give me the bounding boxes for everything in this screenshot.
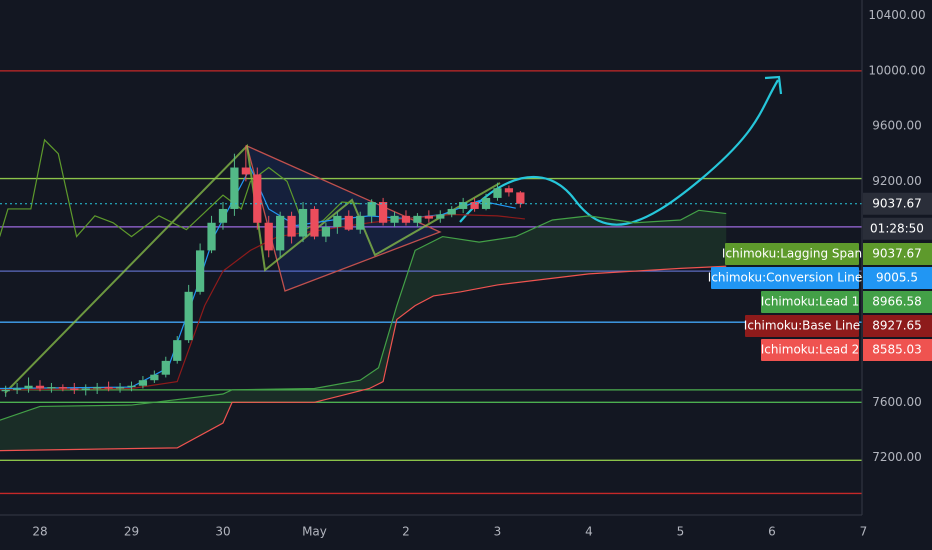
candle-body bbox=[367, 202, 376, 216]
countdown-label: 01:28:50 bbox=[870, 221, 924, 235]
candle-body bbox=[115, 387, 125, 389]
candle-body bbox=[24, 385, 33, 389]
legend-name: Ichimoku:Conversion Line bbox=[708, 271, 862, 285]
candle-body bbox=[447, 208, 456, 215]
x-tick-label: 30 bbox=[215, 525, 230, 539]
candle-body bbox=[356, 215, 365, 230]
candle-body bbox=[504, 188, 514, 193]
candle-body bbox=[390, 215, 399, 223]
ichimoku-line bbox=[0, 209, 727, 421]
x-tick-label: 29 bbox=[124, 525, 139, 539]
candle-body bbox=[47, 387, 56, 389]
legend-value-badge bbox=[863, 291, 932, 313]
candle-body bbox=[264, 222, 273, 251]
candle-body bbox=[253, 174, 262, 223]
candle-body bbox=[184, 291, 193, 341]
x-tick-label: May bbox=[302, 525, 327, 539]
legend-name: Ichimoku:Lead 2 bbox=[761, 343, 860, 357]
legend-name-badge bbox=[725, 243, 859, 265]
zigzag bbox=[4, 143, 501, 394]
candle-body bbox=[127, 385, 136, 388]
candle-body bbox=[93, 387, 102, 389]
candle-body bbox=[493, 188, 502, 198]
countdown-badge bbox=[863, 217, 932, 240]
candle-body bbox=[218, 208, 228, 223]
legend-name: Ichimoku:Base Line bbox=[744, 319, 860, 333]
candle-body bbox=[321, 226, 331, 237]
legend-value-badge bbox=[863, 267, 932, 289]
x-tick-label: 3 bbox=[494, 525, 502, 539]
candle-body bbox=[436, 214, 445, 219]
candle-body bbox=[276, 215, 285, 251]
candle-body bbox=[173, 340, 182, 361]
candle-body bbox=[35, 385, 45, 389]
candle-body bbox=[344, 215, 353, 230]
legend-name: Ichimoku:Lagging Span bbox=[722, 247, 862, 261]
candle-body bbox=[413, 215, 422, 223]
y-tick-label: 7600.00 bbox=[872, 395, 922, 409]
candle-body bbox=[81, 388, 90, 390]
legend-name-badge bbox=[711, 267, 859, 289]
y-tick-label: 7200.00 bbox=[872, 450, 922, 464]
candle-body bbox=[150, 374, 159, 381]
legend-name-badge bbox=[761, 339, 859, 361]
forecast-arrow bbox=[764, 75, 783, 95]
candle-body bbox=[287, 215, 296, 237]
candle-body bbox=[310, 208, 319, 237]
price-badge bbox=[863, 192, 932, 215]
candle-body bbox=[516, 192, 525, 204]
x-tick-label: 28 bbox=[32, 525, 47, 539]
legend-value: 9005.5 bbox=[876, 271, 918, 285]
y-tick-label: 10000.00 bbox=[868, 63, 925, 77]
candle-body bbox=[378, 202, 388, 223]
candle-body bbox=[70, 388, 79, 390]
x-tick-label: 4 bbox=[585, 525, 593, 539]
legend-name-badge bbox=[761, 291, 859, 313]
ichimoku-line bbox=[0, 265, 727, 452]
candle-body bbox=[241, 167, 250, 175]
legend-value-badge bbox=[863, 339, 932, 361]
candle-body bbox=[207, 222, 216, 251]
candle-body bbox=[161, 360, 170, 375]
forecast-curve bbox=[459, 79, 779, 226]
x-tick-label: 7 bbox=[860, 525, 868, 539]
candle-body bbox=[298, 208, 308, 237]
legend-value: 8927.65 bbox=[872, 319, 922, 333]
candle-body bbox=[401, 215, 411, 223]
candle-body bbox=[470, 202, 479, 209]
legend-value: 8966.58 bbox=[872, 295, 922, 309]
candle-body bbox=[1, 389, 10, 392]
candle-body bbox=[104, 387, 113, 389]
x-tick-label: 5 bbox=[677, 525, 685, 539]
legend-value-badge bbox=[863, 315, 932, 337]
price-badge-label: 9037.67 bbox=[872, 196, 922, 210]
ichimoku-cloud bbox=[0, 210, 727, 451]
candle-body bbox=[459, 202, 468, 209]
legend-value: 9037.67 bbox=[872, 247, 922, 261]
x-tick-label: 2 bbox=[402, 525, 410, 539]
legend-value-badge bbox=[863, 243, 932, 265]
y-tick-label: 9600.00 bbox=[872, 119, 922, 133]
candle-body bbox=[58, 387, 67, 389]
candle-body bbox=[424, 215, 433, 219]
legend-value: 8585.03 bbox=[872, 343, 922, 357]
x-tick-label: 6 bbox=[768, 525, 776, 539]
candle-body bbox=[195, 250, 205, 292]
y-tick-label: 9200.00 bbox=[872, 174, 922, 188]
y-tick-label: 10400.00 bbox=[868, 8, 925, 22]
candle-body bbox=[12, 388, 22, 390]
legend-name: Ichimoku:Lead 1 bbox=[761, 295, 860, 309]
candle-body bbox=[333, 215, 342, 227]
legend-name-badge bbox=[745, 315, 859, 337]
candle-body bbox=[138, 380, 148, 386]
candle-body bbox=[230, 167, 239, 209]
